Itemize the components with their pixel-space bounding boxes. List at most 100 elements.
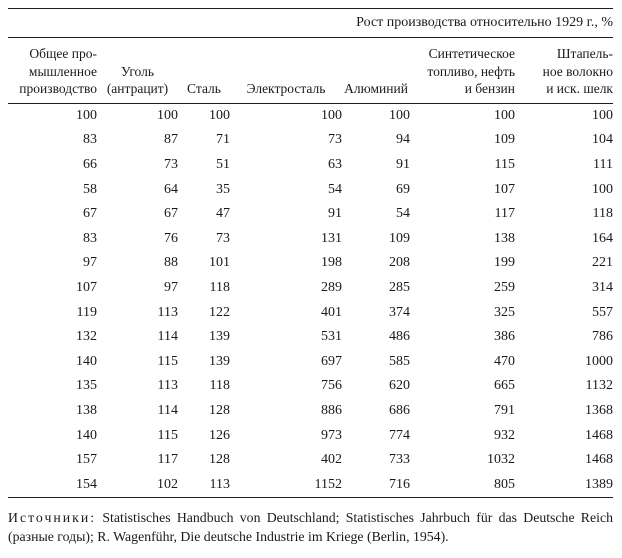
table-cell: 83 xyxy=(83,132,97,148)
table-cell: 786 xyxy=(592,329,613,345)
table-row: 154 102 113 1152 716 805 1389 xyxy=(8,472,613,497)
table-row: 107 97 118 289 285 259 314 xyxy=(8,276,613,301)
table-cell: 697 xyxy=(321,353,342,369)
table-cell: 1032 xyxy=(487,452,515,468)
table-cell: 114 xyxy=(157,329,178,345)
header-line: ное волокно xyxy=(542,63,613,79)
table-cell: 51 xyxy=(216,156,230,172)
table-row: 157 117 128 402 733 1032 1468 xyxy=(8,448,613,473)
table-cell: 66 xyxy=(83,156,97,172)
book-page: Рост производства относительно 1929 г., … xyxy=(0,8,622,558)
header-line: Алюминий xyxy=(344,81,408,96)
table-cell: 140 xyxy=(76,427,97,443)
table-cell: 97 xyxy=(83,255,97,271)
table-cell: 470 xyxy=(494,353,515,369)
sources-text: Statistisches Handbuch von Deutschland; … xyxy=(8,510,613,544)
table-cell: 122 xyxy=(209,304,230,320)
table-cell: 402 xyxy=(321,452,342,468)
table-cell: 138 xyxy=(494,230,515,246)
table-cell: 128 xyxy=(209,402,230,418)
table-cell: 805 xyxy=(494,476,515,492)
table-cell: 208 xyxy=(389,255,410,271)
table-cell: 64 xyxy=(164,181,178,197)
header-row: Общее про- мышленное производство Уголь … xyxy=(8,38,613,103)
data-table: Общее про- мышленное производство Уголь … xyxy=(8,38,613,498)
table-cell: 73 xyxy=(164,156,178,172)
column-header-coal: Уголь (антрацит) xyxy=(97,38,178,103)
table-cell: 135 xyxy=(76,378,97,394)
sources-note: Источники: Statistisches Handbuch von De… xyxy=(8,508,613,546)
table-cell: 115 xyxy=(157,427,178,443)
table-title-row: Рост производства относительно 1929 г., … xyxy=(8,9,613,37)
table-cell: 100 xyxy=(209,107,230,123)
table-cell: 118 xyxy=(592,206,613,222)
table-cell: 71 xyxy=(216,132,230,148)
table-cell: 111 xyxy=(593,156,613,172)
header-line: Уголь xyxy=(120,63,155,79)
table-cell: 91 xyxy=(396,156,410,172)
table-cell: 126 xyxy=(209,427,230,443)
table-cell: 1368 xyxy=(585,402,613,418)
table-cell: 100 xyxy=(76,107,97,123)
table-cell: 154 xyxy=(76,476,97,492)
table-cell: 686 xyxy=(389,402,410,418)
table-cell: 63 xyxy=(328,156,342,172)
table-cell: 139 xyxy=(209,353,230,369)
table-cell: 164 xyxy=(592,230,613,246)
header-line: Электросталь xyxy=(246,81,326,96)
table-cell: 113 xyxy=(157,304,178,320)
table-cell: 67 xyxy=(83,206,97,222)
table-cell: 374 xyxy=(389,304,410,320)
table-row: 135 113 118 756 620 665 1132 xyxy=(8,374,613,399)
table-row: 132 114 139 531 486 386 786 xyxy=(8,325,613,350)
table-cell: 1152 xyxy=(314,476,342,492)
table-cell: 314 xyxy=(592,279,613,295)
header-line: и бензин xyxy=(464,81,515,96)
table-cell: 198 xyxy=(321,255,342,271)
table-cell: 113 xyxy=(157,378,178,394)
table-cell: 791 xyxy=(494,402,515,418)
table-cell: 139 xyxy=(209,329,230,345)
table-cell: 69 xyxy=(396,181,410,197)
table-cell: 97 xyxy=(164,279,178,295)
table-cell: 486 xyxy=(389,329,410,345)
table-cell: 886 xyxy=(321,402,342,418)
table-cell: 1389 xyxy=(585,476,613,492)
table-cell: 54 xyxy=(328,181,342,197)
column-header-total-industry: Общее про- мышленное производство xyxy=(8,38,97,103)
table-cell: 107 xyxy=(494,181,515,197)
table-cell: 221 xyxy=(592,255,613,271)
table-cell: 109 xyxy=(389,230,410,246)
table-cell: 117 xyxy=(157,452,178,468)
table-cell: 73 xyxy=(216,230,230,246)
table-cell: 100 xyxy=(592,181,613,197)
table-row: 100 100 100 100 100 100 100 xyxy=(8,103,613,128)
header-line: Синтетическое xyxy=(428,46,515,61)
table-cell: 932 xyxy=(494,427,515,443)
column-header-aluminum: Алюминий xyxy=(342,38,410,103)
table-row: 83 76 73 131 109 138 164 xyxy=(8,226,613,251)
table-cell: 113 xyxy=(209,476,230,492)
table-row: 83 87 71 73 94 109 104 xyxy=(8,128,613,153)
table-cell: 94 xyxy=(396,132,410,148)
table-cell: 114 xyxy=(157,402,178,418)
table-cell: 131 xyxy=(321,230,342,246)
table-row: 58 64 35 54 69 107 100 xyxy=(8,177,613,202)
table-cell: 1468 xyxy=(585,452,613,468)
table-cell: 35 xyxy=(216,181,230,197)
table-row: 140 115 139 697 585 470 1000 xyxy=(8,349,613,374)
table-title: Рост производства относительно 1929 г., … xyxy=(356,15,613,30)
table-cell: 285 xyxy=(389,279,410,295)
header-line: Сталь xyxy=(187,81,221,96)
table-cell: 58 xyxy=(83,181,97,197)
table-cell: 1468 xyxy=(585,427,613,443)
table-cell: 100 xyxy=(157,107,178,123)
header-line: Общее про- xyxy=(29,46,97,61)
table-cell: 138 xyxy=(76,402,97,418)
table-cell: 386 xyxy=(494,329,515,345)
table-cell: 289 xyxy=(321,279,342,295)
header-line: производство xyxy=(19,81,97,96)
table-row: 119 113 122 401 374 325 557 xyxy=(8,300,613,325)
table-cell: 199 xyxy=(494,255,515,271)
table-cell: 100 xyxy=(494,107,515,123)
